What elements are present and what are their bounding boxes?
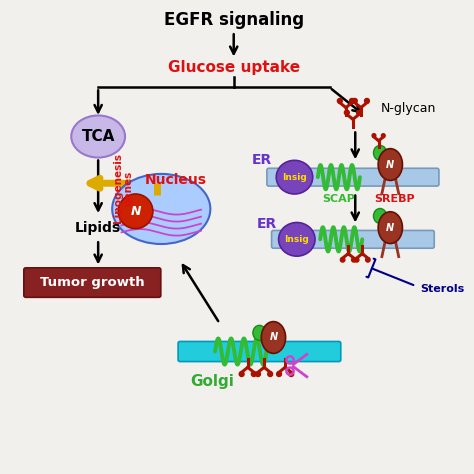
Text: Sterols: Sterols [421,284,465,294]
Text: Lipids: Lipids [75,221,121,235]
Text: Tumor growth: Tumor growth [40,276,145,289]
Circle shape [356,110,361,115]
Text: ER: ER [252,153,272,167]
Ellipse shape [378,212,402,244]
Text: Glucose uptake: Glucose uptake [168,60,300,75]
Text: Insig: Insig [284,235,309,244]
Ellipse shape [261,321,286,354]
Text: ER: ER [256,217,276,231]
Text: EGFR signaling: EGFR signaling [164,10,304,28]
Text: Insig: Insig [282,173,307,182]
FancyBboxPatch shape [24,268,161,297]
Circle shape [365,257,370,262]
Circle shape [382,134,385,137]
Text: N: N [130,205,141,218]
Circle shape [355,257,359,262]
Circle shape [365,99,369,103]
Circle shape [337,99,342,103]
Text: N: N [386,223,394,233]
Text: Golgi: Golgi [191,374,235,390]
Ellipse shape [112,174,210,244]
Text: Nucleus: Nucleus [144,173,206,187]
Text: TCA: TCA [82,129,115,144]
FancyBboxPatch shape [178,341,341,362]
Text: N: N [386,160,394,170]
Circle shape [251,372,256,376]
Ellipse shape [279,222,315,256]
Circle shape [255,372,260,376]
Text: N: N [269,332,277,343]
Ellipse shape [71,116,125,157]
FancyBboxPatch shape [272,230,434,248]
Ellipse shape [378,149,402,181]
Circle shape [352,99,357,103]
Ellipse shape [374,209,387,223]
Ellipse shape [374,146,387,160]
Ellipse shape [276,160,313,194]
Ellipse shape [253,325,266,340]
Text: SREBP: SREBP [374,194,415,204]
Circle shape [239,372,244,376]
Text: genes: genes [124,170,134,206]
Circle shape [277,372,282,376]
Circle shape [345,110,349,115]
FancyBboxPatch shape [267,168,439,186]
Circle shape [268,372,273,376]
Circle shape [352,257,356,262]
Circle shape [349,99,355,103]
Circle shape [340,257,345,262]
Circle shape [372,134,376,137]
Text: SCAP: SCAP [322,194,356,204]
Circle shape [289,372,293,376]
Circle shape [118,194,153,228]
Text: Lipogenesis: Lipogenesis [113,153,123,223]
Text: N-glycan: N-glycan [381,102,437,115]
